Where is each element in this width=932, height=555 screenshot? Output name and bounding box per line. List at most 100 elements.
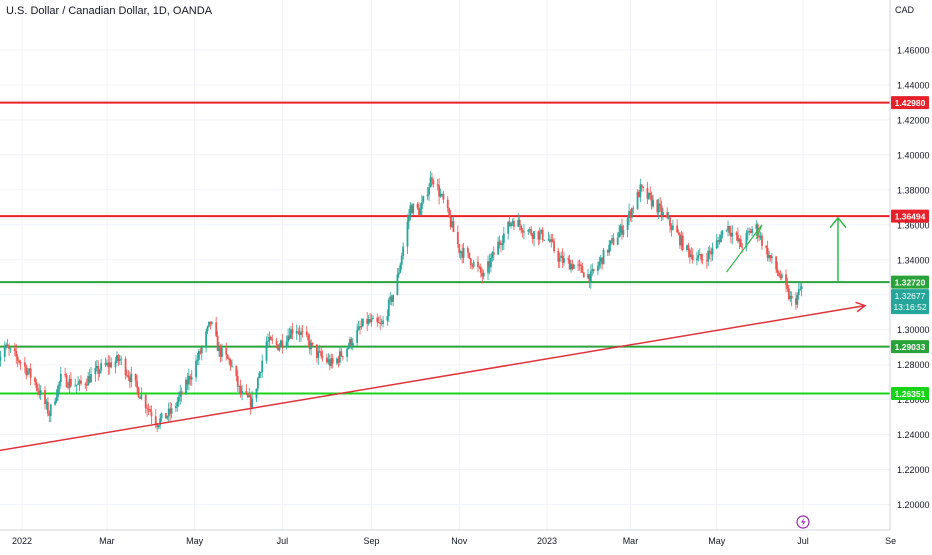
time-tick-label: Sep [364, 536, 380, 546]
price-tick-label: 1.22000 [897, 465, 930, 475]
candle-body [301, 331, 304, 333]
target-arrow-head [829, 216, 847, 229]
candle-body [74, 385, 77, 387]
trendline-arrowhead [855, 301, 867, 313]
candle-body [45, 401, 48, 405]
candle-body [612, 238, 615, 245]
candle-body [667, 217, 670, 219]
candle-body [356, 329, 359, 343]
candle-body [149, 409, 151, 412]
candle-body [291, 329, 294, 334]
candle-body [402, 246, 405, 257]
candle-body [281, 340, 284, 347]
candle-body [68, 378, 71, 388]
candle-body [190, 377, 193, 380]
candle-body [622, 229, 625, 235]
candle-body [269, 337, 272, 340]
candle-body [26, 371, 29, 375]
candle-body [770, 256, 773, 259]
candle-body [657, 203, 660, 213]
level-price-tag [891, 96, 929, 110]
price-tick-label: 1.34000 [897, 255, 930, 265]
candle-body [561, 255, 564, 263]
candle-body [338, 351, 341, 363]
candle-body [245, 390, 248, 394]
candle-body [606, 249, 609, 253]
candle-body [518, 219, 521, 226]
candle-body [581, 265, 584, 273]
candle-body [379, 322, 382, 324]
candle-body [632, 208, 635, 210]
time-axis-bg [0, 530, 932, 550]
lightning-icon[interactable] [796, 515, 810, 529]
candle-body [468, 252, 471, 259]
candle-body [451, 221, 453, 227]
candle-body [386, 316, 389, 321]
candle-body [638, 191, 640, 198]
candle-body [390, 296, 393, 302]
level-price-tag [891, 275, 929, 289]
candle-body [611, 238, 613, 241]
candle-body [446, 199, 449, 209]
candle-body [271, 339, 274, 341]
candle-body [572, 264, 575, 269]
candle-body [277, 344, 279, 351]
candle-body [205, 331, 208, 348]
candle-body [647, 192, 650, 199]
candle-body [208, 321, 210, 327]
candle-body [318, 351, 321, 353]
candle-body [729, 232, 732, 237]
candle-body [406, 221, 409, 247]
candle-body [44, 390, 46, 405]
level-price-label: 1.29033 [895, 342, 926, 352]
candle-body [758, 236, 761, 238]
candle-body [300, 331, 302, 335]
candle-body [698, 253, 701, 256]
candle-body [520, 225, 523, 231]
candle-body [228, 358, 231, 360]
candle-body [501, 242, 504, 245]
candle-body [6, 344, 9, 348]
candle-body [0, 356, 2, 361]
candle-body [578, 264, 581, 266]
candle-body [436, 184, 439, 186]
candle-body [765, 245, 768, 248]
candle-body [156, 424, 159, 428]
candle-body [320, 351, 323, 357]
candle-body [508, 221, 511, 227]
candle-body [261, 360, 264, 373]
candle-body [147, 408, 150, 410]
candle-body [85, 384, 88, 386]
price-tick-label: 1.30000 [897, 325, 930, 335]
drawings[interactable] [0, 216, 867, 452]
candle-body [350, 338, 353, 346]
candle-body [150, 411, 153, 417]
candle-body [235, 365, 238, 376]
candle-body [177, 396, 180, 402]
horizontal-levels[interactable] [0, 101, 890, 395]
candle-body [65, 375, 68, 388]
candle-body [452, 221, 455, 233]
candle-body [681, 235, 684, 250]
current-price-tag [891, 289, 929, 315]
candle-body [376, 317, 379, 322]
candle-body [54, 401, 56, 405]
candle-body [399, 264, 402, 273]
candle-body [725, 229, 728, 231]
candle-body [547, 239, 550, 241]
candle-body [671, 225, 674, 230]
candle-body [769, 255, 772, 259]
candle-body [717, 240, 720, 241]
candle-body [540, 229, 543, 233]
candle-body [97, 365, 100, 374]
candle-body [340, 351, 343, 357]
candle-body [701, 259, 704, 261]
price-tick-label: 1.28000 [897, 360, 930, 370]
candle-body [285, 341, 288, 347]
candle-body [466, 248, 469, 253]
candle-body [196, 359, 199, 361]
candle-body [737, 235, 739, 242]
candle-body [176, 401, 179, 406]
